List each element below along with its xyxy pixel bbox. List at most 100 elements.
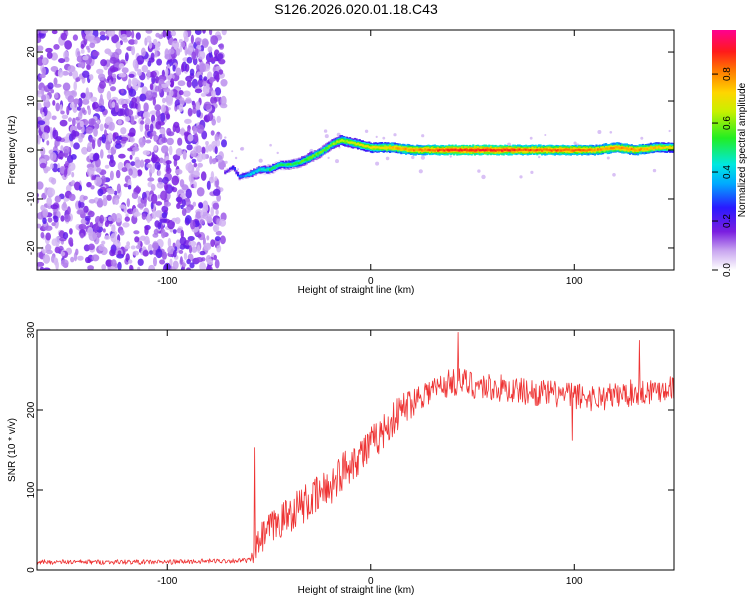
track-cell [265, 168, 268, 171]
noise-blob [114, 102, 119, 113]
noise-blob [104, 235, 111, 240]
noise-blob [77, 51, 81, 56]
track-cell [590, 148, 593, 151]
track-cell [315, 153, 318, 156]
track-cell [577, 148, 580, 151]
noise-blob [179, 243, 186, 250]
noise-blob [84, 35, 91, 40]
noise-blob [544, 134, 547, 136]
noise-blob [123, 98, 131, 105]
track-cell [293, 162, 296, 165]
noise-blob [63, 169, 67, 178]
noise-blob [65, 184, 72, 192]
noise-blob [411, 155, 415, 160]
noise-blob [217, 53, 224, 60]
track-cell [309, 156, 312, 159]
track-cell [294, 162, 297, 165]
track-cell [598, 148, 601, 151]
track-cell [422, 149, 425, 152]
noise-blob [151, 193, 158, 204]
noise-blob [120, 127, 127, 135]
snr-y-label: SNR (10 * v/v) [7, 418, 18, 482]
noise-blob [196, 41, 201, 46]
noise-blob [199, 63, 206, 73]
track-cell [568, 148, 571, 151]
noise-blob [105, 259, 113, 267]
track-cell [518, 148, 521, 151]
snr-panel: -100 0 100 0 100 200 300 Height of straight l… [7, 321, 675, 596]
track-cell [371, 146, 374, 149]
noise-blob [131, 30, 135, 39]
noise-blob [47, 217, 53, 223]
colorbar-tick-label: 0.6 [722, 116, 733, 130]
noise-blob [161, 251, 167, 260]
track-cell [373, 146, 376, 149]
track-cell [349, 141, 352, 144]
noise-blob [143, 197, 147, 208]
noise-blob [44, 225, 53, 231]
noise-blob [107, 189, 115, 195]
noise-blob [76, 209, 84, 215]
track-cell [625, 147, 628, 150]
noise-blob [165, 160, 172, 165]
noise-blob [62, 232, 69, 240]
noise-blob [127, 184, 132, 190]
noise-blob [169, 258, 173, 266]
noise-blob [83, 205, 89, 213]
noise-blob [91, 175, 96, 181]
track-cell [485, 148, 488, 151]
noise-blob [269, 143, 272, 147]
noise-blob [71, 90, 75, 95]
track-cell [643, 147, 646, 151]
noise-blob [91, 254, 100, 262]
track-cell [654, 146, 657, 149]
noise-blob [149, 83, 154, 91]
noise-blob [161, 205, 169, 213]
track-cell [613, 147, 616, 150]
track-cell [622, 146, 625, 149]
track-cell [589, 148, 592, 151]
noise-blob [133, 230, 140, 235]
noise-blob [215, 230, 222, 236]
noise-blob [199, 262, 206, 270]
noise-blob [182, 151, 187, 159]
track-cell [443, 149, 446, 152]
noise-blob [191, 78, 198, 89]
noise-blob [65, 160, 69, 166]
noise-blob [73, 81, 77, 91]
noise-blob [146, 69, 151, 78]
noise-blob [137, 102, 141, 113]
track-cell [264, 168, 267, 172]
noise-blob [131, 45, 136, 56]
track-cell [445, 148, 448, 151]
noise-blob [165, 113, 171, 120]
noise-blob [220, 95, 227, 106]
noise-blob [111, 34, 119, 44]
noise-blob [177, 80, 186, 87]
track-cell [587, 148, 590, 151]
noise-blob [121, 167, 128, 173]
noise-blob [147, 244, 153, 252]
noise-blob [538, 155, 541, 159]
noise-blob [137, 195, 142, 206]
noise-blob [108, 121, 115, 131]
track-cell [446, 148, 449, 151]
noise-blob [54, 246, 61, 254]
noise-blob [175, 148, 183, 156]
noise-blob [68, 117, 72, 122]
track-cell [424, 148, 427, 151]
noise-blob [185, 75, 193, 82]
noise-blob [37, 37, 42, 44]
noise-blob [61, 203, 68, 211]
track-cell [557, 149, 560, 152]
track-cell [576, 148, 579, 151]
noise-blob [106, 90, 112, 101]
noise-blob [155, 42, 161, 48]
noise-blob [128, 73, 135, 78]
noise-blob [189, 262, 195, 269]
noise-blob [111, 101, 116, 108]
track-cell [405, 147, 408, 150]
noise-blob [185, 162, 193, 172]
y-tick-label: 0 [26, 147, 37, 153]
spectrogram-signal-track [224, 135, 674, 183]
